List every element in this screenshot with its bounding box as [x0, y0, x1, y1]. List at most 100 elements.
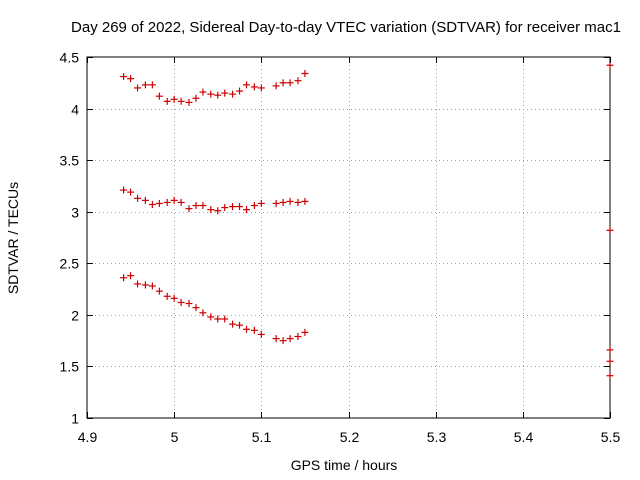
- data-point: [170, 95, 178, 103]
- y-tick-label: 1: [71, 411, 79, 427]
- data-point: [185, 300, 193, 308]
- x-tick-label: 5.4: [514, 429, 534, 445]
- data-point: [257, 84, 265, 92]
- y-tick-label: 4.5: [60, 50, 80, 66]
- data-point: [606, 226, 614, 234]
- data-point: [141, 196, 149, 204]
- data-point: [606, 372, 614, 380]
- x-axis-label: GPS time / hours: [291, 457, 398, 473]
- data-point: [243, 206, 251, 214]
- data-point: [141, 81, 149, 89]
- y-tick-label: 2: [71, 308, 79, 324]
- data-point: [155, 287, 163, 295]
- x-tick-label: 5.2: [340, 429, 360, 445]
- chart-title: Day 269 of 2022, Sidereal Day-to-day VTE…: [71, 19, 621, 36]
- data-point: [606, 346, 614, 354]
- y-tick-label: 4: [71, 102, 79, 118]
- data-point: [177, 97, 185, 105]
- data-point: [199, 309, 207, 317]
- y-tick-label: 1.5: [60, 359, 80, 375]
- plot-frame: [86, 56, 611, 419]
- data-point: [286, 197, 294, 205]
- data-point: [214, 315, 222, 323]
- x-tick-label: 5: [171, 429, 179, 445]
- data-point: [221, 204, 229, 212]
- data-point: [236, 321, 244, 329]
- y-tick-label: 3: [71, 205, 79, 221]
- data-point: [141, 281, 149, 289]
- data-point: [294, 77, 302, 85]
- data-point: [250, 326, 258, 334]
- data-point: [272, 335, 280, 343]
- data-point: [301, 328, 309, 336]
- data-point: [127, 75, 135, 83]
- data-point: [229, 90, 237, 98]
- data-point: [272, 199, 280, 207]
- data-point: [185, 205, 193, 213]
- data-point: [229, 203, 237, 211]
- data-point: [134, 280, 142, 288]
- data-point: [120, 274, 128, 282]
- data-point: [207, 90, 215, 98]
- data-point: [185, 98, 193, 106]
- data-point: [286, 79, 294, 87]
- data-point: [236, 203, 244, 211]
- data-point: [294, 333, 302, 341]
- data-point: [134, 194, 142, 202]
- data-point: [250, 202, 258, 210]
- data-point: [192, 304, 200, 312]
- data-point: [177, 298, 185, 306]
- data-point: [170, 294, 178, 302]
- data-point: [177, 198, 185, 206]
- data-point: [192, 94, 200, 102]
- data-point: [207, 206, 215, 214]
- data-point: [148, 282, 156, 290]
- data-point: [279, 337, 287, 345]
- data-point: [199, 202, 207, 210]
- data-point: [155, 92, 163, 100]
- data-point: [163, 292, 171, 300]
- data-point: [163, 198, 171, 206]
- data-point: [606, 61, 614, 69]
- grid-layer: [87, 57, 610, 418]
- data-points: [120, 61, 614, 380]
- data-point: [236, 87, 244, 95]
- data-point: [120, 186, 128, 194]
- data-point: [163, 97, 171, 105]
- data-point: [221, 89, 229, 97]
- data-point: [301, 70, 309, 78]
- data-point: [127, 188, 135, 196]
- x-tick-label: 5.1: [252, 429, 272, 445]
- y-axis: 1 1.5 2 2.5 3 3.5 4 4.5: [60, 50, 610, 427]
- data-point: [279, 198, 287, 206]
- data-point: [170, 196, 178, 204]
- data-point: [229, 320, 237, 328]
- x-tick-label: 5.3: [427, 429, 447, 445]
- data-point: [214, 91, 222, 99]
- data-point: [250, 83, 258, 91]
- y-tick-label: 2.5: [60, 256, 80, 272]
- data-point: [199, 88, 207, 96]
- data-point: [301, 197, 309, 205]
- y-tick-label: 3.5: [60, 153, 80, 169]
- x-axis: 4.9 5 5.1 5.2 5.3 5.4 5.5: [78, 57, 621, 445]
- data-point: [294, 198, 302, 206]
- data-point: [243, 325, 251, 333]
- data-point: [257, 330, 265, 338]
- data-point: [148, 81, 156, 89]
- data-point: [279, 79, 287, 87]
- data-point: [214, 207, 222, 215]
- data-point: [606, 357, 614, 365]
- data-point: [257, 199, 265, 207]
- data-point: [134, 84, 142, 92]
- data-point: [221, 315, 229, 323]
- data-point: [192, 202, 200, 210]
- data-point: [286, 335, 294, 343]
- data-point: [120, 73, 128, 81]
- y-axis-label: SDTVAR / TECUs: [5, 182, 21, 294]
- x-tick-label: 5.5: [601, 429, 621, 445]
- data-point: [148, 200, 156, 208]
- data-point: [272, 82, 280, 90]
